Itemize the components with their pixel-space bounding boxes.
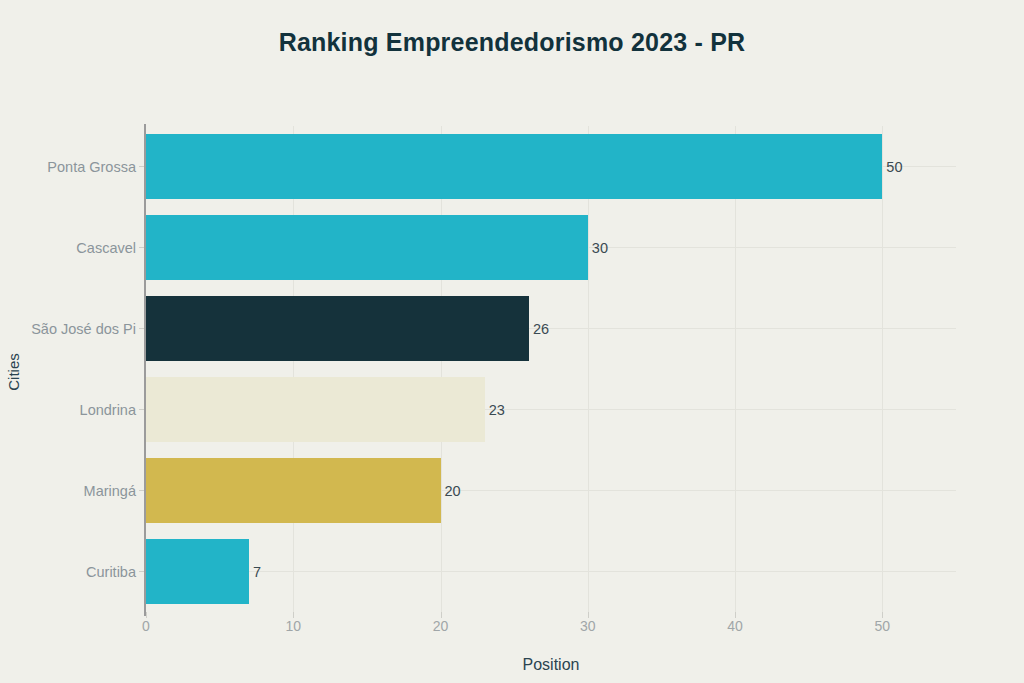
bar — [146, 134, 882, 199]
bar — [146, 296, 529, 361]
category-label: Cascavel — [0, 240, 136, 256]
x-tick-label: 40 — [727, 618, 743, 634]
y-axis-line — [144, 124, 146, 616]
bar-chart: Ranking Empreendedorismo 2023 - PR Citie… — [0, 0, 1024, 683]
category-label: São José dos Pi — [0, 321, 136, 337]
chart-title: Ranking Empreendedorismo 2023 - PR — [0, 28, 1024, 57]
bar — [146, 458, 441, 523]
bar-value-label: 7 — [253, 564, 261, 580]
bar-value-label: 26 — [533, 321, 549, 337]
x-tick-label: 30 — [580, 618, 596, 634]
plot-area: 50 30 26 23 20 7 — [146, 126, 956, 612]
gridline-horizontal — [146, 571, 956, 572]
x-tick-label: 10 — [285, 618, 301, 634]
x-axis-title: Position — [146, 656, 956, 674]
bar-value-label: 50 — [886, 159, 902, 175]
x-tick-label: 20 — [433, 618, 449, 634]
category-label: Londrina — [0, 402, 136, 418]
category-label: Ponta Grossa — [0, 159, 136, 175]
bar-value-label: 23 — [489, 402, 505, 418]
bar — [146, 539, 249, 604]
category-label: Curitiba — [0, 564, 136, 580]
y-axis-title: Cities — [5, 353, 22, 391]
bar — [146, 215, 588, 280]
bar-value-label: 30 — [592, 240, 608, 256]
bar-value-label: 20 — [445, 483, 461, 499]
bar — [146, 377, 485, 442]
category-label: Maringá — [0, 483, 136, 499]
x-tick-label: 50 — [875, 618, 891, 634]
x-tick-label: 0 — [142, 618, 150, 634]
gridline-vertical — [882, 126, 883, 612]
